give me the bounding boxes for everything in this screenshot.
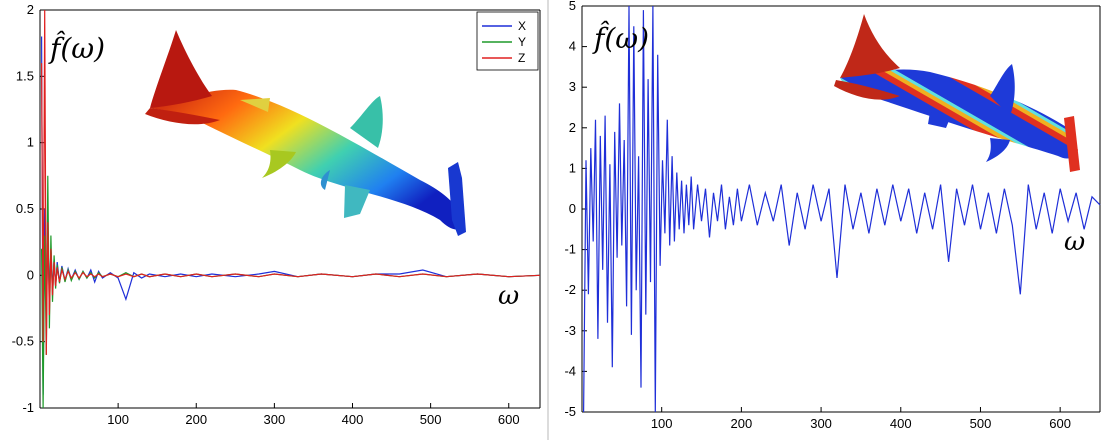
right-y-tick-label: 3 [569,79,576,94]
right-series-lines [583,5,1101,413]
right-ticks: 100 200 300 400 500 600 -5 -4 -3 -2 -1 0 1 2 3 4 5 [564,0,1071,431]
left-x-tick-label: 300 [264,412,286,427]
legend-label-z: Z [518,51,525,65]
left-x-tick-label: 200 [185,412,207,427]
legend-box [476,11,539,71]
right-x-label: ω [1064,227,1085,257]
right-y-tick-label: -1 [564,242,576,257]
left-x-tick-label: 600 [498,412,520,427]
left-x-tick-label: 500 [420,412,442,427]
right-x-tick-label: 400 [890,416,912,431]
left-y-tick-label: 1.5 [16,68,34,83]
right-x-tick-label: 500 [970,416,992,431]
left-x-label: ω [498,281,519,311]
right-y-tick-label: -3 [564,323,576,338]
right-x-tick-label: 100 [651,416,673,431]
legend-label-y: Y [518,35,526,49]
right-y-tick-label: 0 [569,201,576,216]
right-panel: 100 200 300 400 500 600 -5 -4 -3 -2 -1 0 1 2 3 4 5 f̂(ω)… [564,0,1101,431]
right-x-tick-label: 600 [1049,416,1071,431]
left-series-line-y [41,175,541,409]
left-series-line-z [41,9,541,355]
right-x-tick-label: 200 [731,416,753,431]
left-series-lines [41,9,541,409]
legend: X Y Z [476,11,539,71]
legend-label-x: X [518,19,526,33]
right-y-tick-label: -5 [564,404,576,419]
left-series-line-x [41,36,541,395]
left-x-tick-label: 100 [107,412,129,427]
left-y-tick-label: 0 [27,267,34,282]
shark-image-heatmap [145,30,466,236]
right-y-tick-label: 2 [569,120,576,135]
left-y-label: f̂(ω) [48,31,105,65]
right-y-tick-label: 1 [569,160,576,175]
shark-image-striped [834,14,1080,172]
left-ticks: 100 200 300 400 500 600 -1 -0.5 0 0.5 1 1.5 2 [12,2,520,427]
left-y-tick-label: -1 [22,400,34,415]
left-y-tick-label: 1 [27,135,34,150]
left-panel: 100 200 300 400 500 600-1-0.500.511.52 X Y Z … [12,2,541,427]
right-y-tick-label: 5 [569,0,576,13]
right-y-label: f̂(ω) [592,21,649,55]
left-y-tick-label: 0.5 [16,201,34,216]
left-x-tick-label: 400 [342,412,364,427]
right-y-tick-label: -4 [564,363,576,378]
left-y-tick-label: -0.5 [12,334,34,349]
left-y-tick-label: 2 [27,2,34,17]
right-y-tick-label: 4 [569,39,576,54]
right-x-tick-label: 300 [810,416,832,431]
right-y-tick-label: -2 [564,282,576,297]
right-series-line-main [583,5,1101,413]
